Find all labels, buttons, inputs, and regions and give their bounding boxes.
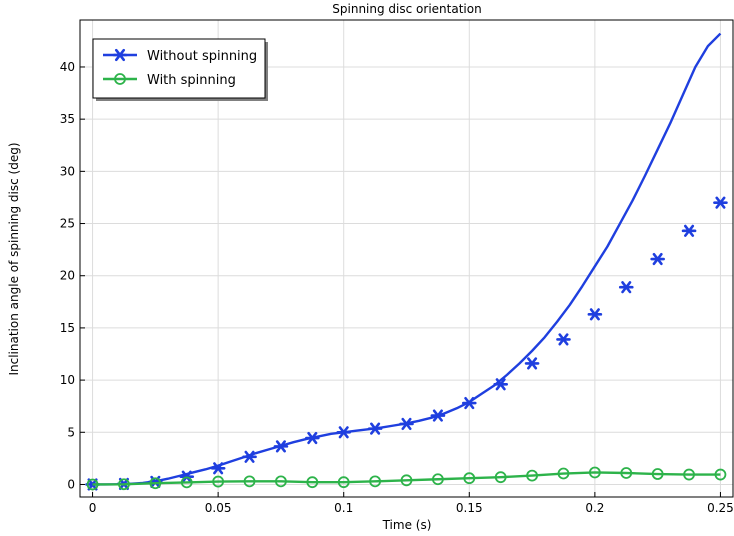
data-point-without-spinning (587, 308, 603, 321)
data-point-with-spinning (118, 478, 130, 491)
legend-marker-without-spinning (112, 48, 128, 62)
y-axis: 0 5 10 15 20 25 30 35 40 (60, 60, 85, 491)
data-point-without-spinning (556, 333, 571, 346)
data-point-with-spinning (620, 467, 633, 479)
legend-marker-with-spinning (114, 73, 126, 85)
data-point-with-spinning (400, 474, 413, 487)
legend-box (92, 38, 266, 99)
series-line-without-spinning (92, 32, 722, 486)
data-point-without-spinning (430, 409, 446, 422)
y-tick-label: 40 (60, 60, 75, 74)
data-point-with-spinning (337, 476, 350, 489)
data-point-with-spinning (526, 469, 538, 482)
y-tick-label: 35 (60, 112, 75, 126)
grid-lines (80, 20, 733, 497)
series-line-with-spinning (92, 471, 721, 486)
x-axis-title: Time (s) (382, 518, 432, 532)
data-point-without-spinning (336, 426, 352, 439)
y-tick-label: 25 (60, 217, 75, 231)
y-tick-label: 15 (60, 321, 75, 335)
data-point-with-spinning (714, 468, 727, 481)
legend-label-with-spinning: With spinning (147, 73, 236, 88)
data-point-without-spinning (242, 450, 257, 463)
x-tick-label: 0.15 (456, 501, 483, 515)
legend-entry-without-spinning: Without spinning (103, 48, 257, 64)
data-point-without-spinning (524, 357, 540, 370)
data-point-with-spinning (212, 475, 225, 488)
data-point-without-spinning (713, 196, 728, 209)
data-point-with-spinning (651, 468, 664, 480)
data-point-without-spinning (618, 281, 634, 294)
y-tick-label: 0 (67, 477, 75, 491)
data-point-with-spinning (86, 478, 99, 491)
data-point-without-spinning (461, 396, 477, 410)
legend-label-without-spinning: Without spinning (147, 49, 257, 64)
legend: Without spinning With spinning (92, 38, 268, 101)
x-tick-label: 0.2 (585, 501, 604, 515)
data-point-without-spinning (305, 431, 320, 445)
data-point-with-spinning (683, 468, 695, 481)
data-point-without-spinning (650, 252, 665, 266)
y-tick-label: 5 (67, 425, 75, 439)
legend-entry-with-spinning: With spinning (103, 73, 236, 88)
data-point-with-spinning (494, 471, 507, 484)
y-axis-title: Inclination angle of spinning disc (deg) (7, 142, 21, 375)
plot-area-frame (79, 19, 734, 498)
y-tick-label: 30 (60, 164, 75, 178)
data-point-with-spinning (463, 472, 476, 485)
data-point-with-spinning (306, 476, 319, 489)
data-point-with-spinning (275, 475, 287, 488)
data-point-with-spinning (557, 467, 570, 480)
data-point-with-spinning (243, 475, 256, 488)
data-point-without-spinning (681, 224, 697, 237)
series-layer (85, 32, 728, 491)
data-point-with-spinning (431, 473, 444, 486)
y-tick-label: 20 (60, 269, 75, 283)
x-tick-label: 0.25 (707, 501, 734, 515)
data-point-with-spinning (149, 477, 162, 490)
data-point-with-spinning (180, 476, 193, 489)
data-point-without-spinning (493, 378, 508, 391)
x-tick-label: 0.1 (334, 501, 353, 515)
data-point-without-spinning (399, 417, 414, 431)
data-point-without-spinning (273, 440, 289, 453)
chart-title: Spinning disc orientation (332, 2, 481, 16)
data-point-with-spinning (369, 475, 382, 488)
x-tick-label: 0 (89, 501, 97, 515)
data-point-with-spinning (588, 466, 601, 479)
y-tick-label: 10 (60, 373, 75, 387)
x-tick-label: 0.05 (205, 501, 232, 515)
data-point-without-spinning (367, 422, 383, 435)
x-axis: 0 0.05 0.1 0.15 0.2 0.25 (89, 492, 734, 515)
data-point-without-spinning (210, 462, 226, 475)
